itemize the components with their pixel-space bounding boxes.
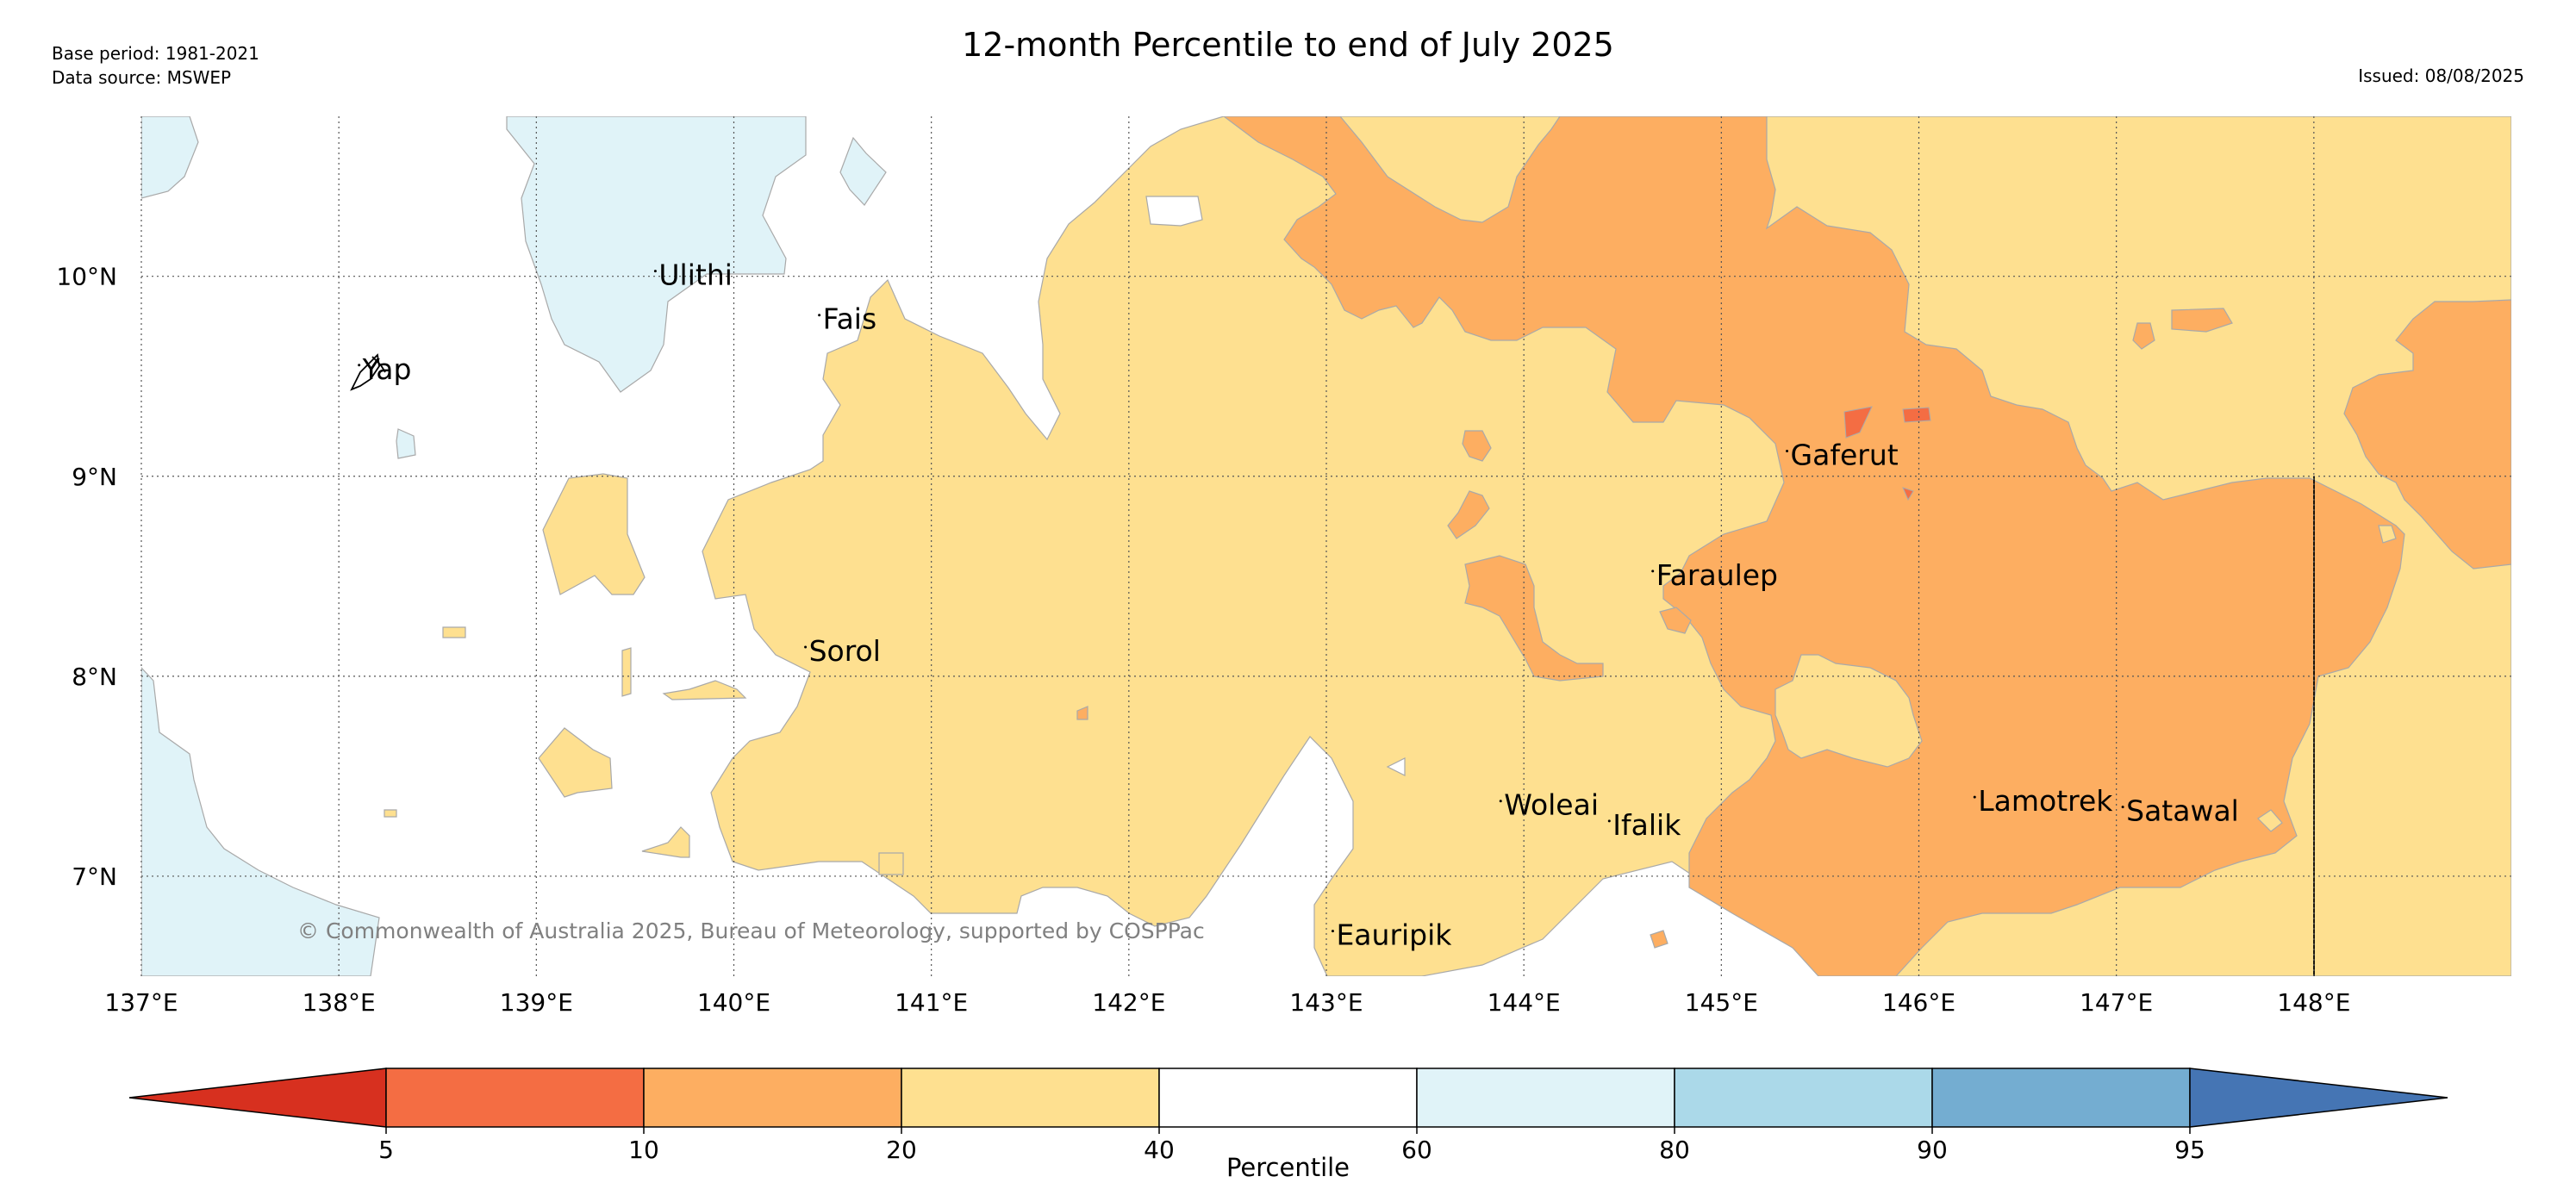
longitude-tick-label: 146°E bbox=[1882, 988, 1955, 1017]
base-period-text: Base period: 1981-2021 bbox=[52, 43, 259, 64]
colorbar-tick-label: 10 bbox=[628, 1136, 659, 1164]
place-label: Gaferut bbox=[1791, 439, 1899, 472]
yap-island-outline bbox=[350, 353, 380, 391]
place-label: Eauripik bbox=[1336, 918, 1452, 952]
colorbar-tick-label: 95 bbox=[2174, 1136, 2205, 1164]
colorbar-tick-label: 40 bbox=[1144, 1136, 1175, 1164]
place-marker bbox=[1499, 800, 1502, 803]
colorbar-swatch bbox=[1931, 1068, 2191, 1128]
colorbar-swatch bbox=[1416, 1068, 1675, 1128]
colorbar-tick-label: 90 bbox=[1917, 1136, 1948, 1164]
colorbar-swatch bbox=[1674, 1068, 1933, 1128]
longitude-tick-label: 138°E bbox=[303, 988, 376, 1017]
place-marker bbox=[2121, 806, 2124, 809]
place-labels: Ulithi Fais Yap Gaferut Faraulep Sorol Woleai I… bbox=[358, 258, 2239, 952]
place-marker bbox=[1607, 819, 1611, 823]
place-label: Ifalik bbox=[1612, 808, 1681, 842]
place-label: Woleai bbox=[1504, 788, 1599, 822]
map-title: 12-month Percentile to end of July 2025 bbox=[962, 26, 1614, 64]
longitude-tick-label: 140°E bbox=[697, 988, 770, 1017]
place-label: Satawal bbox=[2126, 794, 2239, 828]
place-marker bbox=[818, 314, 821, 317]
place-label: Sorol bbox=[809, 634, 881, 668]
field-20-40-islands bbox=[1775, 525, 2397, 832]
place-label: Fais bbox=[823, 302, 877, 336]
longitude-tick-label: 143°E bbox=[1289, 988, 1363, 1017]
colorbar-swatch bbox=[385, 1068, 645, 1128]
colorbar-swatch bbox=[643, 1068, 902, 1128]
longitude-tick-label: 144°E bbox=[1488, 988, 1561, 1017]
place-marker bbox=[653, 270, 657, 273]
place-label: Yap bbox=[362, 352, 412, 386]
latitude-tick-label: 9°N bbox=[72, 463, 117, 491]
place-marker bbox=[1331, 930, 1334, 933]
data-source-text: Data source: MSWEP bbox=[52, 67, 232, 88]
place-label: Faraulep bbox=[1656, 558, 1778, 592]
colorbar-title: Percentile bbox=[1226, 1153, 1350, 1182]
map-metadata: Base period: 1981-2021 Data source: MSWE… bbox=[52, 41, 259, 90]
place-marker bbox=[1786, 450, 1789, 453]
longitude-tick-label: 148°E bbox=[2277, 988, 2350, 1017]
colorbar-swatch bbox=[1158, 1068, 1418, 1128]
colorbar-tick-label: 5 bbox=[378, 1136, 394, 1164]
field-5-10 bbox=[1843, 406, 1931, 501]
longitude-tick-label: 145°E bbox=[1685, 988, 1758, 1017]
longitude-tick-label: 147°E bbox=[2080, 988, 2153, 1017]
place-marker bbox=[358, 364, 361, 367]
yap-island-ridge bbox=[371, 356, 386, 373]
colorbar-swatch bbox=[901, 1068, 1160, 1128]
latitude-tick-label: 7°N bbox=[72, 862, 117, 891]
longitude-tick-label: 139°E bbox=[500, 988, 573, 1017]
issued-date: Issued: 08/08/2025 bbox=[2358, 65, 2524, 86]
copyright-notice: © Commonwealth of Australia 2025, Bureau… bbox=[297, 918, 1205, 943]
place-label: Ulithi bbox=[658, 258, 733, 292]
gridlines bbox=[140, 116, 2511, 976]
place-marker bbox=[1973, 795, 1976, 799]
longitude-tick-labels: 137°E 138°E 139°E 140°E 141°E 142°E 143°E 144°E… bbox=[104, 988, 2350, 1017]
colorbar-tick-label: 20 bbox=[886, 1136, 917, 1164]
colorbar-extend-low bbox=[128, 1068, 387, 1128]
colorbar-tick-label: 80 bbox=[1659, 1136, 1690, 1164]
colorbar-tick-label: 60 bbox=[1401, 1136, 1432, 1164]
place-marker bbox=[804, 645, 808, 649]
longitude-tick-label: 137°E bbox=[104, 988, 178, 1017]
latitude-tick-label: 8°N bbox=[72, 663, 117, 691]
place-label: Lamotrek bbox=[1978, 784, 2113, 818]
percentile-colorbar: 5 10 20 40 60 80 90 95 bbox=[128, 1068, 2448, 1164]
field-10-20 bbox=[1076, 116, 2511, 976]
longitude-tick-label: 142°E bbox=[1092, 988, 1165, 1017]
latitude-tick-labels: 10°N 9°N 8°N 7°N bbox=[56, 263, 117, 891]
colorbar-extend-high bbox=[2189, 1068, 2448, 1128]
latitude-tick-label: 10°N bbox=[56, 263, 117, 291]
longitude-tick-label: 141°E bbox=[895, 988, 968, 1017]
place-marker bbox=[1651, 570, 1655, 573]
